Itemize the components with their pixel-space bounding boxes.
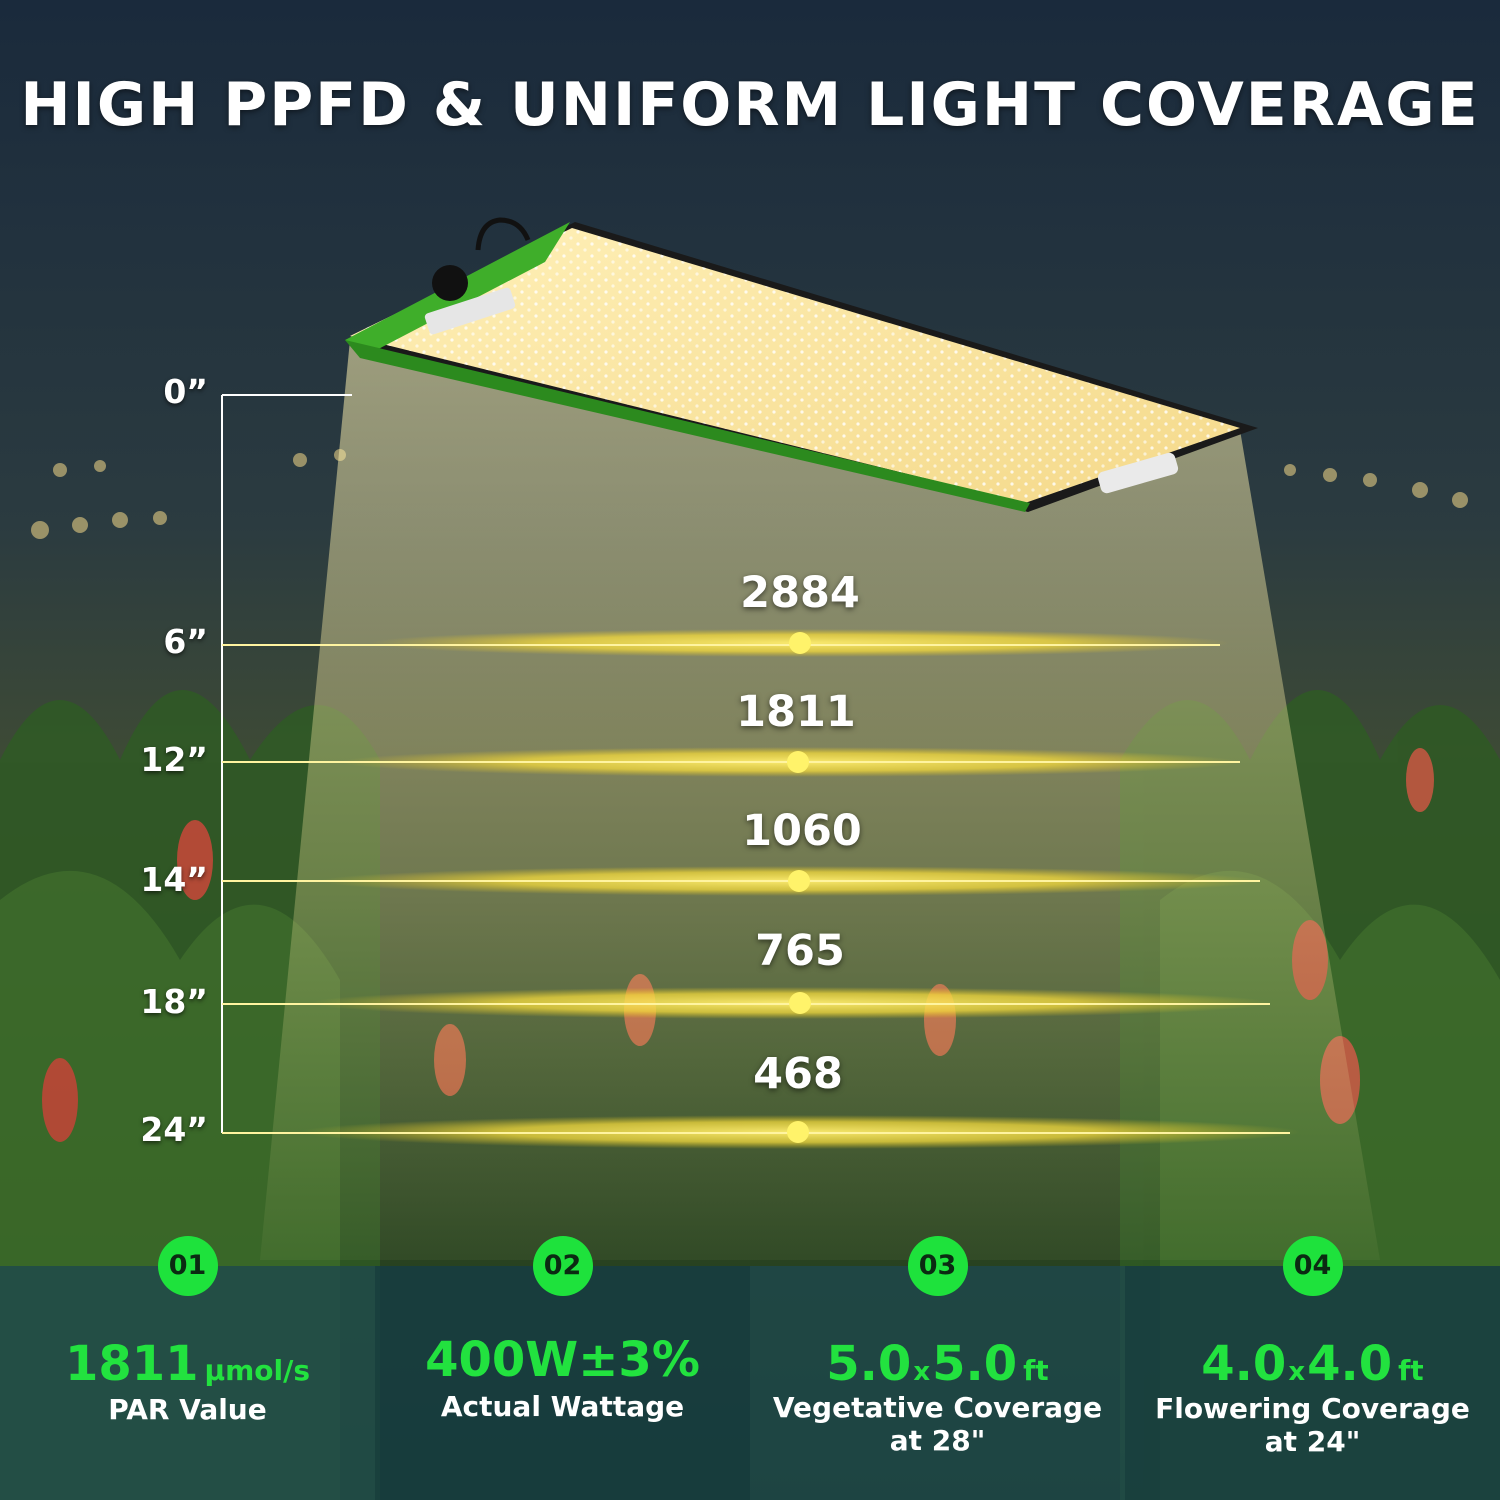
ppfd-value-6: 2884: [740, 568, 860, 618]
stat-value: 400W±3%: [425, 1332, 700, 1388]
stat-value: 1811 μmol/s: [0, 1336, 375, 1392]
stat-caption-height: at 24": [1264, 1425, 1361, 1458]
stat-caption-height: at 28": [889, 1424, 986, 1457]
light-cone: [260, 340, 1380, 1260]
greenhouse-lights: [31, 449, 1468, 539]
par-unit: μmol/s: [204, 1354, 311, 1387]
height-label-0: 0”: [163, 372, 208, 411]
ppfd-bands: [222, 629, 1300, 1149]
veg-width: 5.0: [826, 1336, 912, 1392]
ppfd-value-14: 1060: [742, 806, 862, 856]
stat-value: 5.0x5.0 ft: [750, 1336, 1125, 1392]
height-label-14: 14”: [140, 860, 208, 899]
veg-times: x: [913, 1357, 931, 1387]
stat-badge: 04: [1282, 1236, 1343, 1296]
dimmer-knob-icon: [432, 265, 468, 301]
stat-badge: 02: [532, 1236, 593, 1296]
stat-caption: Flowering Coverage: [1155, 1392, 1470, 1425]
ppfd-dot: [789, 992, 811, 1014]
ppfd-dot: [788, 870, 810, 892]
height-label-24: 24”: [140, 1110, 208, 1149]
stat-caption: Vegetative Coverage: [772, 1391, 1103, 1424]
flower-width: 4.0: [1201, 1336, 1287, 1392]
ppfd-value-18: 765: [755, 926, 845, 976]
ppfd-dot: [787, 1121, 809, 1143]
ppfd-dot: [787, 751, 809, 773]
ppfd-value-24: 468: [753, 1049, 843, 1099]
flower-unit: ft: [1398, 1354, 1424, 1387]
veg-unit: ft: [1023, 1354, 1049, 1387]
height-label-18: 18”: [140, 982, 208, 1021]
stat-badge: 03: [907, 1236, 968, 1296]
flower-depth: 4.0: [1307, 1336, 1393, 1392]
ppfd-dot: [789, 632, 811, 654]
page-title: HIGH PPFD & UNIFORM LIGHT COVERAGE: [20, 70, 1480, 140]
flower-times: x: [1288, 1357, 1306, 1387]
stat-badge: 01: [157, 1236, 218, 1296]
height-ruler: [221, 394, 352, 1133]
stat-panel-flower-coverage: 04 4.0x4.0 ft Flowering Coverage at 24": [1125, 1236, 1500, 1500]
stat-panel-veg-coverage: 03 5.0x5.0 ft Vegetative Coverage at 28": [750, 1236, 1125, 1500]
stats-bar: 01 1811 μmol/s PAR Value 02 400W±3% Actua…: [0, 1236, 1500, 1500]
par-number: 1811: [64, 1336, 199, 1392]
stat-caption: Actual Wattage: [440, 1390, 685, 1423]
grow-light-fixture: [345, 217, 1258, 512]
height-label-6: 6”: [163, 622, 208, 661]
stat-panel-par: 01 1811 μmol/s PAR Value: [0, 1236, 375, 1500]
ppfd-value-12: 1811: [736, 687, 856, 737]
stat-value: 4.0x4.0 ft: [1125, 1336, 1500, 1392]
veg-depth: 5.0: [932, 1336, 1018, 1392]
stat-caption: PAR Value: [108, 1393, 267, 1426]
height-label-12: 12”: [140, 740, 208, 779]
stat-panel-wattage: 02 400W±3% Actual Wattage: [375, 1236, 750, 1500]
